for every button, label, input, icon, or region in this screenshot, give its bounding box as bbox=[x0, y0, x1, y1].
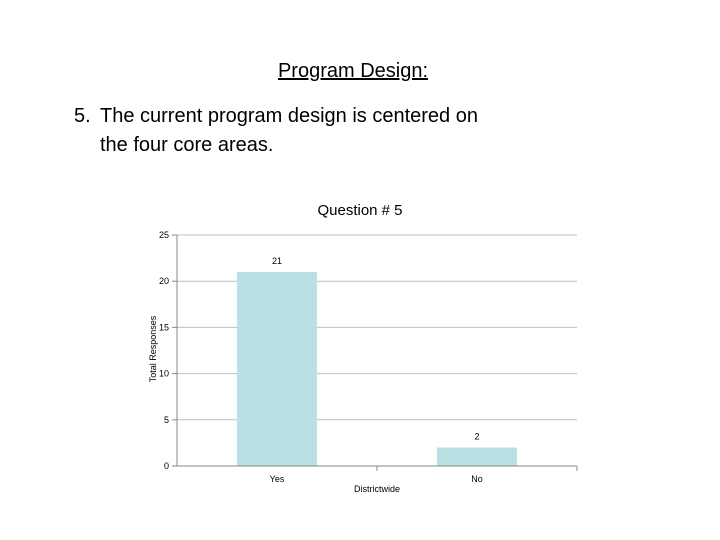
question-line-1-text: The current program design is centered o… bbox=[100, 105, 478, 127]
chart-title: Question # 5 bbox=[317, 202, 403, 219]
y-tick-label: 0 bbox=[164, 461, 169, 471]
data-label-yes: 21 bbox=[272, 256, 282, 266]
bar-no bbox=[437, 447, 517, 466]
y-tick-label: 20 bbox=[159, 276, 169, 286]
bars bbox=[237, 271, 517, 466]
bar-yes bbox=[237, 271, 317, 466]
question-number: 5. bbox=[74, 105, 91, 127]
labels: 0 5 10 15 20 25 21 Yes 2 No bbox=[159, 230, 483, 484]
y-tick-label: 25 bbox=[159, 230, 169, 240]
y-tick-label: 5 bbox=[164, 415, 169, 425]
question-line-1: 5. The current program design is centered… bbox=[74, 102, 654, 131]
x-tick-label: No bbox=[471, 474, 483, 484]
y-axis-label: Total Responses bbox=[148, 315, 158, 382]
slide-heading: Program Design: bbox=[277, 60, 429, 82]
y-tick-label: 15 bbox=[159, 322, 169, 332]
y-tick-label: 10 bbox=[159, 369, 169, 379]
x-axis-label: Districtwide bbox=[354, 484, 400, 494]
data-label-no: 2 bbox=[474, 432, 479, 442]
question-line-2: the four core areas. bbox=[100, 134, 274, 156]
x-tick-label: Yes bbox=[270, 474, 285, 484]
question-text: 5. The current program design is centered… bbox=[74, 102, 654, 160]
axes bbox=[172, 234, 578, 471]
